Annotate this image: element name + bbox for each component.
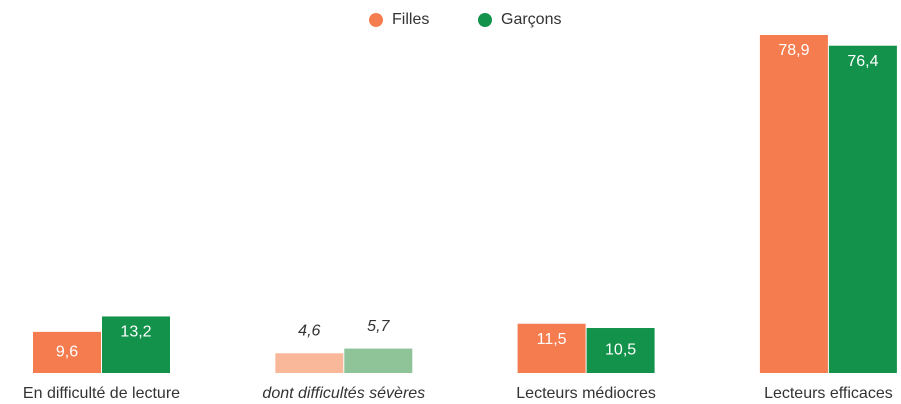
x-tick-label: En difficulté de lecture xyxy=(23,385,180,402)
value-label: 76,4 xyxy=(847,53,878,70)
bar xyxy=(517,323,586,373)
bar xyxy=(586,328,655,373)
bar xyxy=(33,331,101,373)
x-tick-label: Lecteurs médiocres xyxy=(516,385,656,402)
bar xyxy=(344,348,413,373)
legend-label: Garçons xyxy=(501,11,561,28)
legend-label: Filles xyxy=(392,11,429,28)
value-label: 5,7 xyxy=(367,318,390,335)
bar xyxy=(275,353,344,373)
value-label: 10,5 xyxy=(605,342,636,359)
value-label: 9,6 xyxy=(56,344,78,361)
bar xyxy=(759,35,828,373)
bar xyxy=(102,316,170,373)
x-tick-label: dont difficultés sévères xyxy=(262,385,425,402)
value-label: 4,6 xyxy=(298,323,320,340)
legend-swatch xyxy=(478,13,492,27)
x-tick-label: Lecteurs efficaces xyxy=(764,385,893,402)
legend-swatch xyxy=(369,13,383,27)
bar xyxy=(828,45,897,374)
value-label: 13,2 xyxy=(120,324,151,341)
value-label: 11,5 xyxy=(537,331,567,348)
value-label: 78,9 xyxy=(778,42,809,59)
